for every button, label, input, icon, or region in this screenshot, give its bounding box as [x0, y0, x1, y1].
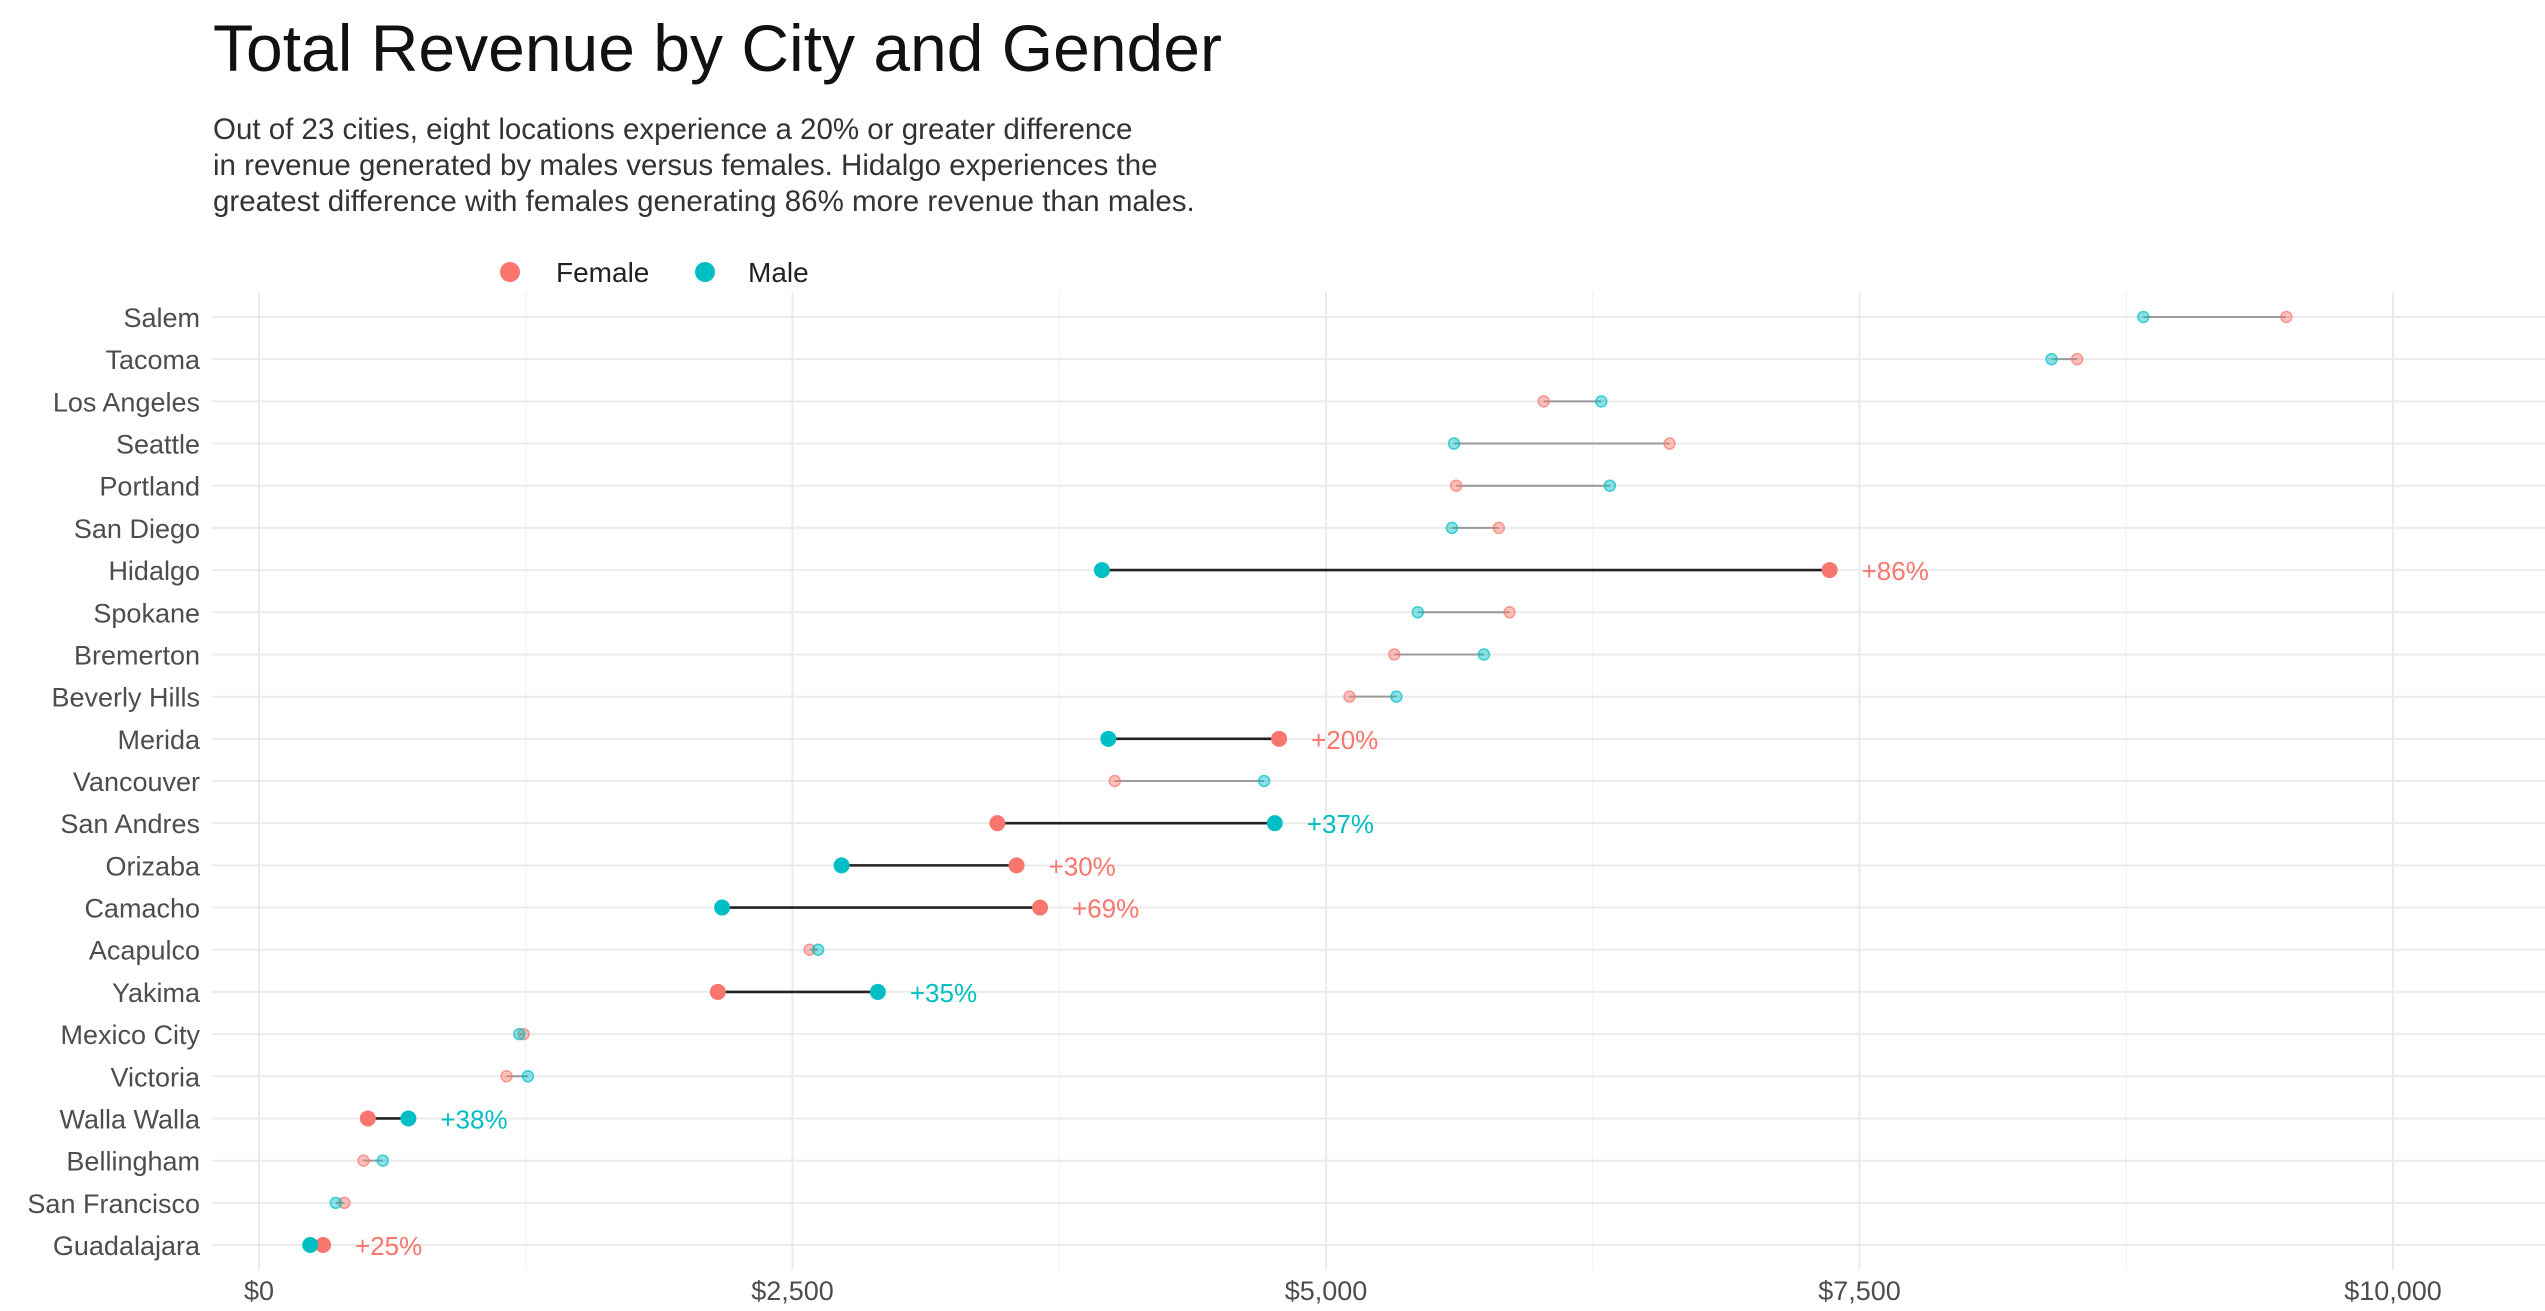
chart-title: Total Revenue by City and Gender [213, 11, 1222, 85]
subtitle-line: greatest difference with females generat… [213, 185, 1195, 218]
difference-label: +37% [1307, 809, 1374, 839]
male-point [1266, 815, 1283, 832]
legend-key [500, 262, 520, 282]
y-tick-label: Seattle [116, 430, 200, 460]
y-tick-label: Acapulco [89, 936, 200, 966]
difference-label: +69% [1072, 894, 1139, 924]
y-tick-label: Spokane [93, 598, 200, 628]
male-point [1411, 606, 1425, 619]
male-point [1595, 395, 1608, 408]
female-point [1271, 730, 1288, 747]
legend-key [695, 262, 715, 282]
female-point [315, 1237, 332, 1253]
x-tick-label: $2,500 [751, 1276, 834, 1306]
male-point [1257, 774, 1271, 788]
y-tick-label: Bellingham [66, 1147, 200, 1177]
female-point [709, 983, 726, 1000]
y-tick-label: San Diego [74, 514, 200, 544]
female-point [1663, 437, 1676, 450]
y-tick-label: Merida [117, 725, 201, 755]
y-tick-label: Bremerton [74, 640, 200, 670]
female-point [1108, 774, 1121, 788]
female-point [2070, 352, 2084, 366]
legend: Female Male [500, 257, 809, 288]
x-tick-label: $0 [244, 1276, 274, 1306]
male-point [1477, 648, 1491, 661]
y-tick-label: Vancouver [73, 767, 200, 797]
y-tick-label: Victoria [110, 1062, 201, 1092]
female-point [517, 1027, 530, 1041]
male-point [2045, 352, 2058, 366]
difference-label: +35% [910, 978, 977, 1008]
female-point [1449, 479, 1463, 492]
y-tick-label: Portland [99, 472, 200, 502]
female-point [1388, 648, 1401, 661]
difference-label: +20% [1311, 725, 1378, 755]
y-tick-label: Mexico City [60, 1020, 200, 1050]
y-tick-label: Salem [123, 303, 200, 333]
y-tick-label: San Francisco [27, 1189, 200, 1219]
male-point [1447, 437, 1461, 450]
x-tick-label: $10,000 [2344, 1276, 2442, 1306]
male-point [833, 857, 850, 874]
difference-label: +30% [1049, 851, 1116, 881]
female-point [338, 1196, 351, 1210]
y-axis: Salem Tacoma Los Angeles Seattle Portland San… [27, 303, 201, 1261]
female-point [803, 943, 816, 956]
female-point [500, 1070, 513, 1083]
male-point [513, 1027, 526, 1041]
x-tick-label: $5,000 [1285, 1276, 1368, 1306]
grid-layer [212, 292, 2545, 1270]
y-tick-label: Walla Walla [59, 1104, 201, 1134]
y-tick-label: Beverly Hills [51, 683, 200, 713]
male-point [302, 1237, 319, 1253]
subtitle-line: in revenue generated by males versus fem… [213, 149, 1158, 182]
male-point [714, 899, 731, 916]
male-point [329, 1196, 343, 1210]
y-tick-label: Yakima [112, 978, 201, 1008]
female-point [1343, 690, 1356, 703]
male-point [1445, 521, 1459, 535]
female-point [357, 1154, 370, 1167]
difference-label: +25% [355, 1231, 422, 1261]
difference-label: +38% [440, 1104, 507, 1134]
y-tick-label: Camacho [84, 894, 200, 924]
subtitle-line: Out of 23 cities, eight locations experi… [213, 113, 1133, 146]
female-point [2280, 310, 2293, 324]
female-point [1008, 857, 1025, 874]
y-tick-label: San Andres [60, 809, 200, 839]
y-tick-label: Hidalgo [108, 556, 200, 586]
male-point [521, 1070, 535, 1083]
male-point [811, 943, 825, 956]
x-axis: $0 $2,500 $5,000 $7,500 $10,000 [244, 1276, 2442, 1306]
female-point [1821, 562, 1838, 579]
chart-subtitle: Out of 23 cities, eight locations experi… [213, 112, 1513, 220]
male-point [1390, 690, 1403, 703]
y-tick-label: Guadalajara [53, 1231, 201, 1261]
y-tick-label: Tacoma [105, 345, 201, 375]
male-point [376, 1154, 390, 1167]
male-point [2137, 310, 2150, 324]
male-point [400, 1110, 417, 1127]
plot-area: +86% +20% +37% +30% +69% +35% +38% +25% [302, 310, 2293, 1261]
x-tick-label: $7,500 [1818, 1276, 1901, 1306]
female-point [1503, 606, 1516, 619]
male-point [869, 983, 886, 1000]
female-point [1492, 521, 1506, 535]
female-point [989, 815, 1006, 832]
female-point [1537, 395, 1550, 408]
female-point [1032, 899, 1049, 916]
male-point [1093, 562, 1110, 579]
y-tick-label: Orizaba [105, 851, 201, 881]
male-point [1603, 479, 1617, 492]
male-point [1100, 730, 1117, 747]
female-point [359, 1110, 376, 1127]
legend-label: Male [748, 257, 809, 288]
legend-label: Female [556, 257, 649, 288]
difference-label: +86% [1862, 556, 1929, 586]
y-tick-label: Los Angeles [53, 387, 200, 417]
